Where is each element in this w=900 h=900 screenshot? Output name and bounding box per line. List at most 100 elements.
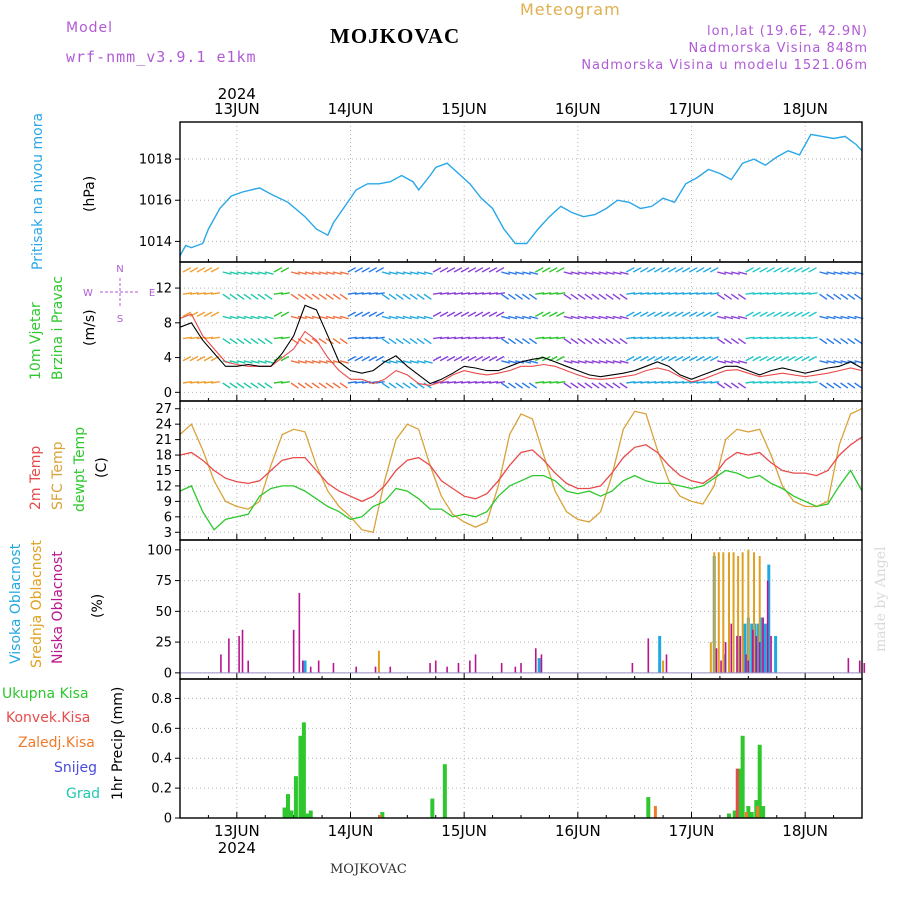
wind-barb (257, 293, 266, 300)
wind-barb (495, 355, 505, 362)
altitude-label: Nadmorska Visina 848m (688, 41, 868, 56)
wind-barb (584, 360, 594, 364)
low-cloud-bar (745, 654, 747, 673)
wind-barb (495, 336, 506, 340)
wind-barb (598, 360, 608, 364)
wind-barb (280, 267, 290, 273)
wind-barb (625, 267, 635, 273)
wind-barb (675, 336, 685, 340)
wind-barb (591, 293, 600, 300)
low-cloud-bar (317, 660, 320, 673)
wind-barb (752, 355, 761, 362)
chart-type-label: Meteogram (520, 0, 621, 19)
wind-barb (619, 338, 628, 345)
wind-barb (488, 311, 498, 318)
wind-barb (759, 267, 768, 273)
wind-barb (542, 311, 551, 318)
precip-ytick-label-3: 0.6 (151, 722, 172, 737)
wind-barb (801, 292, 811, 295)
wind-barb (681, 311, 691, 318)
wind-barb (273, 336, 283, 340)
wind-barb (563, 360, 573, 364)
temperature-ytick-label-1: 6 (164, 510, 172, 525)
wind-barb (577, 293, 586, 300)
wind-barb (605, 293, 614, 300)
wind-barb (402, 360, 412, 364)
wind-barb (264, 271, 274, 275)
clouds-ytick-label-4: 100 (147, 543, 172, 558)
wind-barb (264, 360, 274, 364)
wind-barb (847, 360, 857, 364)
wind-barb (591, 271, 601, 275)
precip-panel-bg (180, 679, 862, 818)
wind-barb (780, 336, 790, 340)
low-cloud-bar (474, 654, 477, 673)
wind-barb (182, 355, 192, 362)
wind-barb (605, 382, 614, 389)
compass-w: W (83, 288, 93, 299)
wind-barb (529, 271, 539, 275)
model-name: wrf-nmm_v3.9.1 e1km (66, 48, 257, 66)
top-date-label-5: 18JUN (782, 100, 828, 118)
wind-barb (361, 336, 371, 340)
wind-barb (423, 293, 432, 300)
frozen-precip-bar (653, 806, 657, 818)
low-cloud-bar (730, 623, 733, 673)
wind-barb (182, 311, 192, 318)
wind-barb (488, 380, 499, 384)
legend-hail: Grad (66, 786, 101, 802)
wind-barb (833, 360, 843, 364)
wind-barb (563, 382, 572, 389)
wind-barb (731, 271, 741, 275)
mid-cloud-bar (758, 555, 761, 673)
wind-barb (250, 315, 260, 320)
wind-barb (508, 315, 518, 320)
precip-ytick-label-1: 0.2 (151, 782, 172, 797)
low-cloud-bar (631, 663, 634, 673)
wind-barb (388, 315, 398, 320)
wind-barb (668, 380, 678, 384)
low-cloud-bar (520, 663, 522, 673)
temperature-ytick-label-4: 15 (155, 464, 172, 479)
high-cloud-bar (537, 658, 541, 673)
wind-barb (696, 292, 706, 295)
wind-barb (488, 292, 499, 295)
high-cloud-bar (750, 623, 754, 673)
wind-barb (514, 293, 524, 300)
mid-cloud-bar (662, 660, 665, 673)
wind-barb (703, 336, 713, 340)
wind-barb (730, 338, 740, 345)
wind-barb (339, 382, 348, 389)
footer-station: MOJKOVAC (330, 862, 407, 877)
bottom-date-label-1: 14JUN (328, 822, 374, 840)
wind-barb (182, 292, 193, 295)
precip-ytick-label-2: 0.4 (151, 752, 172, 767)
mid-cloud-bar (377, 650, 380, 673)
wind-barb (507, 382, 517, 389)
wind-barb (439, 267, 449, 273)
wind-barb (584, 315, 594, 320)
wind-barb (416, 338, 425, 345)
wind-barb (556, 311, 565, 318)
mid-cloud-bar (709, 642, 712, 673)
wind-barb (467, 292, 478, 295)
wind-barb (808, 355, 817, 362)
wind-barb (542, 336, 552, 340)
wind-barb (847, 271, 857, 275)
wind-barb (716, 382, 726, 389)
wind-barb (801, 267, 810, 273)
wind-barb (808, 311, 817, 318)
wind-barb (598, 338, 607, 345)
wind-barb (529, 360, 539, 364)
wind-barb (521, 293, 531, 300)
wind-barb (222, 338, 231, 345)
wind-panel-bg (180, 262, 862, 401)
wind-barb (674, 267, 684, 273)
wind-barb (563, 293, 572, 300)
total-precip-bar (301, 722, 306, 818)
wind-barb (395, 338, 404, 345)
wind-barb (402, 315, 412, 320)
wind-barb (347, 336, 357, 340)
wind-barb (654, 292, 664, 295)
wind-barb (549, 380, 559, 384)
